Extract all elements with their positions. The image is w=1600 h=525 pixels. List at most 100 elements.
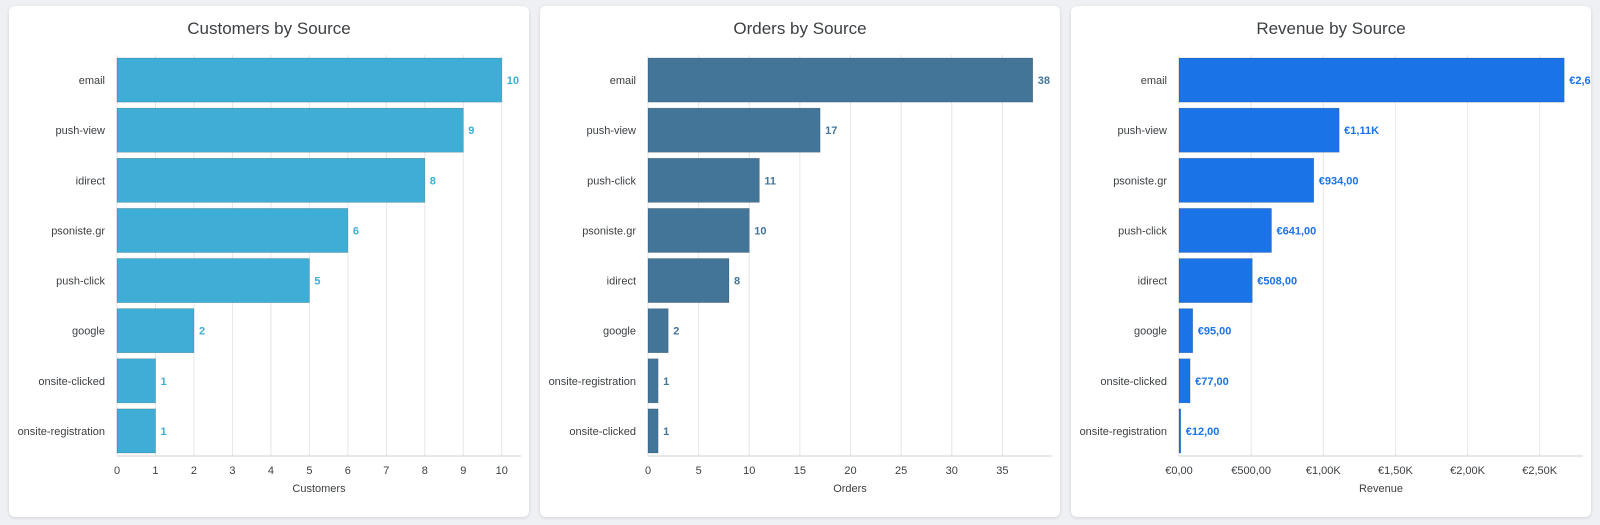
bar[interactable] (647, 408, 659, 454)
category-label: email (1141, 75, 1167, 87)
bar[interactable] (1178, 308, 1194, 354)
customers-bar-chart: 0 1 2 3 4 5 6 7 8 9 10 email 10 push-view 9 idirect 8 pso… (18, 55, 521, 495)
data-label: 38 (1038, 75, 1050, 87)
data-label: 1 (160, 376, 166, 388)
bar[interactable] (647, 107, 821, 153)
x-tick-label: 5 (306, 465, 312, 477)
bar[interactable] (1178, 57, 1565, 103)
data-label: 8 (734, 276, 740, 288)
data-label: 11 (764, 175, 776, 187)
x-tick-label: 3 (229, 465, 235, 477)
data-label: €1,11K (1344, 125, 1379, 137)
data-label: 2 (673, 326, 679, 338)
bar[interactable] (1178, 157, 1315, 203)
x-tick-label: 4 (268, 465, 274, 477)
x-tick-label: €1,50K (1378, 465, 1414, 477)
category-label: push-click (1118, 225, 1167, 237)
x-tick-label: 35 (996, 465, 1008, 477)
bar[interactable] (116, 57, 503, 103)
x-tick-label: 15 (794, 465, 806, 477)
x-tick-label: 5 (696, 465, 702, 477)
orders-bar-chart: 0 5 10 15 20 25 30 35 email 38 push-view 17 push-cli… (549, 55, 1052, 495)
bar[interactable] (116, 157, 426, 203)
bar[interactable] (647, 308, 669, 354)
x-axis-title: Customers (292, 483, 346, 495)
category-label: onsite-clicked (569, 426, 636, 438)
bar[interactable] (116, 107, 464, 153)
category-label: google (72, 326, 105, 338)
bar[interactable] (1178, 208, 1272, 253)
data-label: 17 (825, 125, 837, 137)
data-label: €12,00 (1186, 426, 1220, 438)
bar[interactable] (647, 208, 750, 253)
x-tick-label: €0,00 (1165, 465, 1193, 477)
category-label: psoniste.gr (1113, 175, 1167, 187)
data-label: 9 (468, 125, 474, 137)
category-label: idirect (607, 276, 636, 288)
x-axis-title: Revenue (1359, 483, 1403, 495)
orders-chart-card: Orders by Source 0 5 10 15 20 25 30 35 email 38 pu… (540, 6, 1060, 517)
category-label: push-click (56, 276, 105, 288)
x-tick-label: €2,50K (1522, 465, 1558, 477)
category-label: psoniste.gr (582, 225, 636, 237)
data-label: 2 (199, 326, 205, 338)
data-label: €77,00 (1195, 376, 1229, 388)
bar[interactable] (116, 308, 195, 354)
category-label: psoniste.gr (51, 225, 105, 237)
category-label: push-view (1117, 125, 1167, 137)
category-label: onsite-clicked (1100, 376, 1167, 388)
x-tick-label: €500,00 (1231, 465, 1271, 477)
data-label: 10 (507, 75, 519, 87)
category-label: email (610, 75, 636, 87)
data-label: €508,00 (1257, 276, 1297, 288)
x-tick-label: 7 (383, 465, 389, 477)
data-label: 1 (663, 426, 669, 438)
data-label: 6 (353, 225, 359, 237)
customers-chart-card: Customers by Source 0 1 2 3 4 5 6 7 8 9 10 email 10 p… (9, 6, 529, 517)
bar[interactable] (116, 258, 310, 303)
chart-title: Revenue by Source (1256, 19, 1406, 38)
bar[interactable] (1178, 258, 1253, 303)
data-label: €934,00 (1319, 175, 1359, 187)
x-tick-label: 20 (844, 465, 856, 477)
x-tick-label: 25 (895, 465, 907, 477)
bar[interactable] (116, 358, 156, 404)
x-tick-label: 2 (191, 465, 197, 477)
x-axis-title: Orders (833, 483, 867, 495)
bar[interactable] (1178, 107, 1340, 153)
chart-title: Customers by Source (187, 19, 351, 38)
category-label: onsite-registration (1080, 426, 1167, 438)
x-tick-label: 6 (345, 465, 351, 477)
bar[interactable] (647, 358, 659, 404)
bar[interactable] (1178, 408, 1182, 454)
x-tick-label: €2,00K (1450, 465, 1486, 477)
category-label: google (1134, 326, 1167, 338)
category-label: onsite-registration (549, 376, 636, 388)
data-label: €2,67K (1569, 75, 1591, 87)
bar[interactable] (647, 157, 760, 203)
data-label: €641,00 (1276, 225, 1316, 237)
bar[interactable] (647, 57, 1034, 103)
category-label: idirect (1138, 276, 1167, 288)
bar[interactable] (116, 408, 156, 454)
revenue-bar-chart: €0,00 €500,00 €1,00K €1,50K €2,00K €2,50K emai… (1080, 55, 1591, 495)
data-label: 1 (663, 376, 669, 388)
data-label: 1 (160, 426, 166, 438)
category-label: email (79, 75, 105, 87)
bar[interactable] (1178, 358, 1191, 404)
data-label: 10 (754, 225, 766, 237)
data-label: €95,00 (1198, 326, 1232, 338)
category-label: push-view (55, 125, 105, 137)
category-label: push-click (587, 175, 636, 187)
category-label: onsite-registration (18, 426, 105, 438)
revenue-chart-card: Revenue by Source €0,00 €500,00 €1,00K €1,5… (1071, 6, 1591, 517)
x-tick-label: 10 (743, 465, 755, 477)
chart-title: Orders by Source (733, 19, 867, 38)
bar[interactable] (647, 258, 730, 303)
category-label: push-view (586, 125, 636, 137)
x-tick-label: €1,00K (1306, 465, 1342, 477)
category-label: onsite-clicked (38, 376, 105, 388)
bar[interactable] (116, 208, 349, 253)
x-tick-label: 1 (152, 465, 158, 477)
data-label: 8 (430, 175, 436, 187)
